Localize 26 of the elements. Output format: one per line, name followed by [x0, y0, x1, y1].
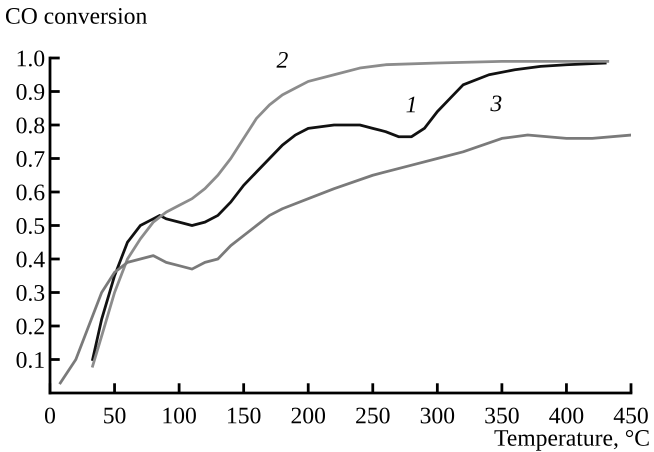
- y-tick-label: 0.4: [16, 251, 45, 268]
- x-tick-label: 0: [44, 408, 56, 424]
- line-series: [58, 134, 631, 384]
- x-tick-label: 300: [420, 408, 454, 424]
- y-tick-label: 0.7: [16, 150, 44, 168]
- y-tick-label: 0.9: [16, 84, 44, 100]
- x-tick-label: 250: [356, 408, 390, 424]
- series-label: 1: [406, 96, 415, 112]
- x-tick-label: 350: [485, 408, 519, 424]
- y-axis-title: CO conversion: [6, 8, 147, 24]
- series-label: 3: [490, 96, 502, 112]
- x-tick-label: 100: [163, 408, 196, 424]
- x-tick-label: 200: [292, 408, 326, 424]
- x-axis-title: Temperature, °C: [494, 430, 649, 451]
- y-tick-label: 0.8: [16, 117, 44, 134]
- y-tick-label: 0.6: [16, 184, 44, 201]
- x-tick-label: 450: [614, 408, 648, 424]
- x-tick-label: 150: [228, 408, 260, 424]
- y-tick-label: 0.5: [16, 218, 44, 234]
- y-tick-label: 0.1: [16, 352, 44, 368]
- x-tick-label: 50: [104, 408, 126, 424]
- y-tick-label: 0.2: [16, 318, 44, 335]
- y-tick-label: 1.0: [18, 50, 44, 67]
- y-tick-label: 0.3: [16, 284, 44, 302]
- x-tick-label: 400: [549, 408, 584, 424]
- series-label: 2: [276, 52, 288, 68]
